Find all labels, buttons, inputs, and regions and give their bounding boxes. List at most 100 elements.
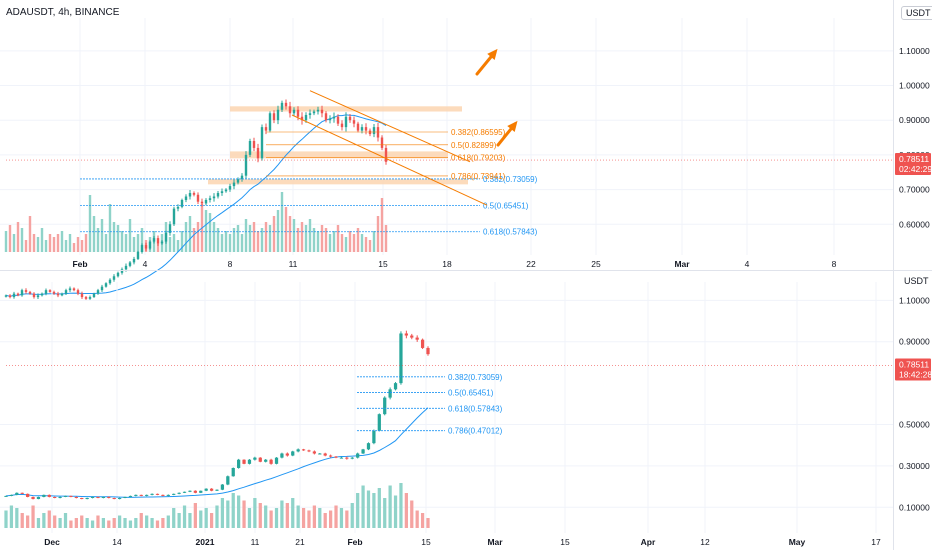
candle-body[interactable] xyxy=(340,123,344,128)
candle-body[interactable] xyxy=(26,493,30,497)
candle-body[interactable] xyxy=(399,333,403,384)
candle-body[interactable] xyxy=(426,347,430,355)
candle-body[interactable] xyxy=(180,199,184,207)
candle-body[interactable] xyxy=(52,291,56,294)
candle-body[interactable] xyxy=(8,295,12,298)
candle-body[interactable] xyxy=(164,232,168,242)
candle-body[interactable] xyxy=(42,494,46,497)
candle-body[interactable] xyxy=(200,201,204,204)
candle-body[interactable] xyxy=(47,494,51,497)
candle-body[interactable] xyxy=(323,453,327,456)
candle-body[interactable] xyxy=(208,198,212,200)
candle-body[interactable] xyxy=(9,494,14,496)
candle-body[interactable] xyxy=(220,191,224,194)
candle-body[interactable] xyxy=(334,456,338,458)
candle-body[interactable] xyxy=(128,262,132,266)
candle-body[interactable] xyxy=(188,490,192,492)
candle-body[interactable] xyxy=(15,492,19,495)
candle-body[interactable] xyxy=(84,297,88,299)
candle-body[interactable] xyxy=(136,252,140,259)
candle-body[interactable] xyxy=(120,269,124,273)
candle-body[interactable] xyxy=(276,109,280,121)
last-price-tag[interactable] xyxy=(895,358,931,381)
candle-body[interactable] xyxy=(393,383,398,390)
candle-body[interactable] xyxy=(415,337,419,340)
candle-body[interactable] xyxy=(377,414,381,431)
candle-body[interactable] xyxy=(308,113,312,115)
candle-body[interactable] xyxy=(226,476,230,485)
candle-body[interactable] xyxy=(220,484,225,490)
candle-body[interactable] xyxy=(172,493,176,495)
candle-body[interactable] xyxy=(152,238,156,242)
candle-body[interactable] xyxy=(258,457,262,462)
candle-body[interactable] xyxy=(292,109,296,114)
candle-body[interactable] xyxy=(384,147,388,162)
candle-body[interactable] xyxy=(320,109,324,114)
candle-body[interactable] xyxy=(316,109,320,112)
candle-body[interactable] xyxy=(361,449,365,454)
candle-body[interactable] xyxy=(193,490,197,493)
candle-body[interactable] xyxy=(108,279,112,284)
candle-body[interactable] xyxy=(31,496,35,500)
candle-body[interactable] xyxy=(268,113,272,131)
candle-body[interactable] xyxy=(312,111,316,114)
candle-body[interactable] xyxy=(372,127,376,135)
candle-body[interactable] xyxy=(96,290,100,294)
resistance-zone[interactable] xyxy=(230,106,462,112)
candle-body[interactable] xyxy=(264,127,268,131)
candle-body[interactable] xyxy=(100,286,104,291)
candle-body[interactable] xyxy=(296,449,300,452)
candle-body[interactable] xyxy=(312,451,317,454)
candle-body[interactable] xyxy=(332,116,336,119)
resistance-zone[interactable] xyxy=(208,179,468,185)
candle-body[interactable] xyxy=(63,495,68,497)
candle-body[interactable] xyxy=(336,116,340,124)
candle-body[interactable] xyxy=(420,339,425,348)
candle-body[interactable] xyxy=(248,141,252,155)
candle-body[interactable] xyxy=(328,118,332,121)
candle-body[interactable] xyxy=(199,490,203,493)
candle-body[interactable] xyxy=(144,245,148,249)
top-price-panel[interactable]: 0.600000.700000.800000.900001.000001.100… xyxy=(0,18,932,301)
candle-body[interactable] xyxy=(324,113,328,121)
candle-body[interactable] xyxy=(134,494,138,496)
candle-body[interactable] xyxy=(348,116,352,121)
candle-body[interactable] xyxy=(40,293,44,296)
candle-body[interactable] xyxy=(90,496,95,498)
candle-body[interactable] xyxy=(256,147,260,159)
candle-body[interactable] xyxy=(364,127,368,131)
candle-body[interactable] xyxy=(188,193,192,197)
candle-body[interactable] xyxy=(307,450,311,452)
candle-body[interactable] xyxy=(410,335,414,338)
candle-body[interactable] xyxy=(16,293,20,296)
candle-body[interactable] xyxy=(150,493,154,495)
candle-body[interactable] xyxy=(339,457,344,459)
candle-body[interactable] xyxy=(184,196,188,200)
candle-body[interactable] xyxy=(247,459,252,464)
candle-body[interactable] xyxy=(139,494,143,496)
candle-body[interactable] xyxy=(128,495,133,497)
candle-body[interactable] xyxy=(140,245,144,252)
candle-body[interactable] xyxy=(53,496,57,498)
candle-body[interactable] xyxy=(328,455,333,457)
candle-body[interactable] xyxy=(280,102,284,110)
candle-body[interactable] xyxy=(96,496,100,498)
candle-body[interactable] xyxy=(244,154,248,176)
candle-body[interactable] xyxy=(280,453,284,458)
candle-body[interactable] xyxy=(380,137,384,148)
candle-body[interactable] xyxy=(155,493,160,495)
candle-body[interactable] xyxy=(172,208,176,225)
candle-body[interactable] xyxy=(56,293,60,296)
candle-body[interactable] xyxy=(366,443,371,450)
candle-body[interactable] xyxy=(253,457,257,460)
candle-body[interactable] xyxy=(376,127,380,138)
candle-body[interactable] xyxy=(60,293,64,296)
candle-body[interactable] xyxy=(12,293,16,298)
candle-body[interactable] xyxy=(166,494,170,496)
candle-body[interactable] xyxy=(301,449,306,451)
candle-body[interactable] xyxy=(24,290,28,292)
candle-body[interactable] xyxy=(76,290,80,294)
candle-body[interactable] xyxy=(318,453,322,455)
candle-body[interactable] xyxy=(48,290,52,292)
